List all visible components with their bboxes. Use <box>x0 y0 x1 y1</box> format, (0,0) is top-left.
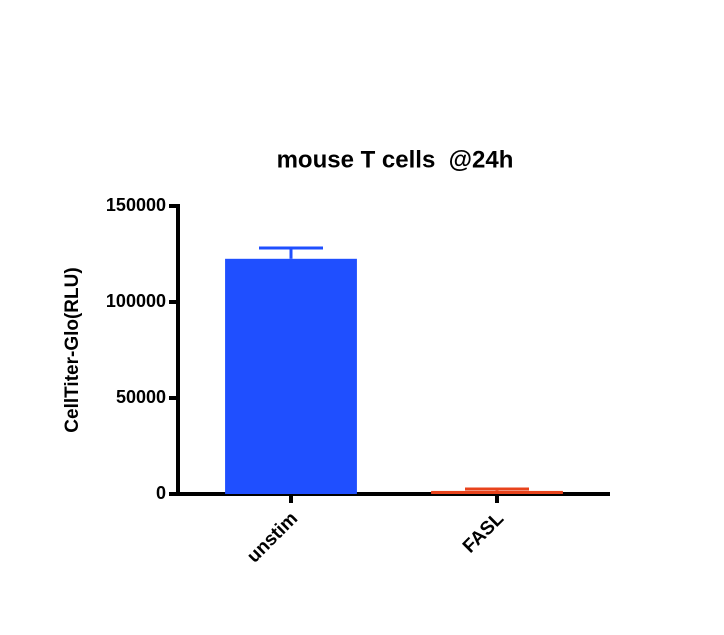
bar <box>225 258 357 494</box>
x-tick-label: FASL <box>459 508 508 557</box>
y-tick-label: 150000 <box>106 195 166 215</box>
y-tick-label: 0 <box>156 483 166 503</box>
y-axis-label: CellTiter-Glo(RLU) <box>62 267 83 432</box>
error-bar <box>465 487 529 491</box>
bar <box>431 490 563 494</box>
chart-title: mouse T cells @24h <box>277 146 514 173</box>
error-bar <box>259 246 323 259</box>
y-tick-label: 50000 <box>116 387 166 407</box>
y-tick-label: 100000 <box>106 291 166 311</box>
x-tick-label: unstim <box>243 508 302 567</box>
